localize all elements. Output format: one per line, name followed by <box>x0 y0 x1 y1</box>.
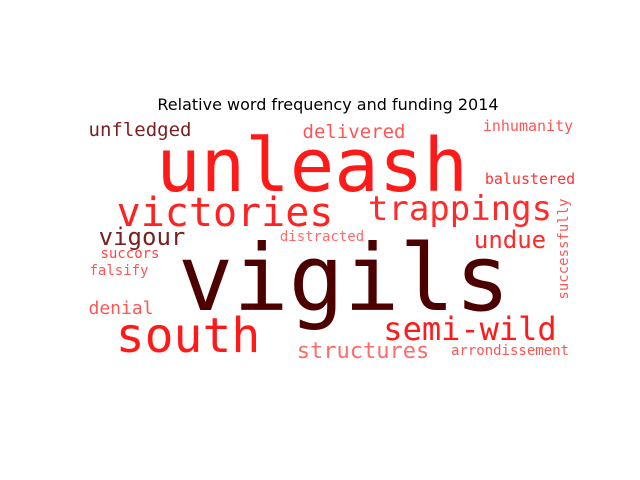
word-vigour: vigour <box>99 223 186 251</box>
word-south: south <box>116 308 261 364</box>
word-inhumanity: inhumanity <box>483 117 573 135</box>
chart-title: Relative word frequency and funding 2014 <box>157 95 498 114</box>
word-unfledged: unfledged <box>89 119 192 141</box>
word-undue: undue <box>474 226 546 254</box>
word-denial: denial <box>88 298 153 319</box>
word-unleash: unleash <box>156 123 468 209</box>
word-vigils: vigils <box>178 225 510 332</box>
word-successfully: successfully <box>556 198 572 299</box>
word-succors: succors <box>100 246 159 262</box>
word-trappings: trappings <box>368 189 552 229</box>
word-balustered: balustered <box>485 170 575 188</box>
word-victories: victories <box>117 190 334 236</box>
word-falsify: falsify <box>89 263 148 279</box>
word-distracted: distracted <box>280 229 364 245</box>
word-delivered: delivered <box>303 121 406 143</box>
word-group: vigils unleash south victories trappings semi… <box>88 117 575 364</box>
word-arrondissement: arrondissement <box>451 343 569 359</box>
word-structures: structures <box>297 339 429 364</box>
word-semi-wild: semi-wild <box>383 310 556 348</box>
